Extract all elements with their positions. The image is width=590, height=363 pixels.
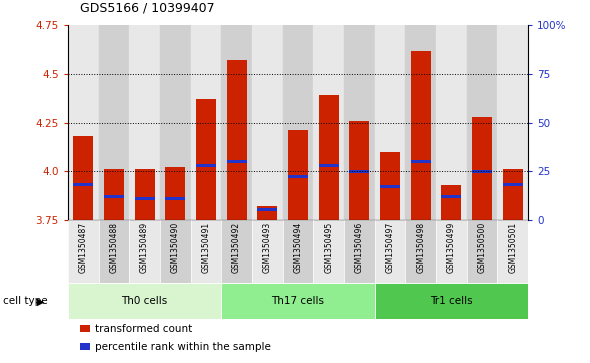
Bar [467,220,497,283]
Bar [288,175,308,179]
Bar [99,25,129,220]
Text: GSM1350495: GSM1350495 [324,221,333,273]
Text: ▶: ▶ [37,296,44,306]
Text: GSM1350487: GSM1350487 [78,221,88,273]
Bar [135,169,155,220]
Bar [436,220,467,283]
Bar [497,25,528,220]
Bar [160,220,191,283]
Text: GSM1350493: GSM1350493 [263,221,272,273]
Bar [191,25,221,220]
Bar [252,25,283,220]
Bar [411,160,431,163]
Bar [68,25,99,220]
Bar [135,197,155,200]
Bar [313,220,344,283]
Bar [288,130,308,220]
Bar [165,167,185,220]
Bar [344,25,375,220]
Bar [503,169,523,220]
Bar [283,220,313,283]
Bar [467,25,497,220]
Bar [257,206,277,220]
Bar [349,170,369,173]
Bar [73,136,93,220]
Bar [472,117,492,220]
Bar [375,283,528,319]
Text: GSM1350488: GSM1350488 [109,221,119,273]
Bar [191,220,221,283]
Bar [380,152,400,220]
Bar [375,220,405,283]
Bar [257,208,277,212]
Bar [441,185,461,220]
Text: GSM1350494: GSM1350494 [293,221,303,273]
Bar [436,25,467,220]
Text: Th17 cells: Th17 cells [271,296,325,306]
Bar [221,220,252,283]
Text: percentile rank within the sample: percentile rank within the sample [95,342,271,352]
Bar [344,220,375,283]
Bar [227,160,247,163]
Text: GSM1350501: GSM1350501 [508,221,517,273]
Bar [165,197,185,200]
Text: GSM1350498: GSM1350498 [416,221,425,273]
Bar [99,220,129,283]
Text: GSM1350497: GSM1350497 [385,221,395,273]
Text: GSM1350492: GSM1350492 [232,221,241,273]
Bar [196,99,216,220]
Bar [104,169,124,220]
Text: GSM1350500: GSM1350500 [477,221,487,273]
Text: GSM1350490: GSM1350490 [171,221,180,273]
Bar [68,283,221,319]
Bar [375,25,405,220]
Bar [252,220,283,283]
Bar [104,195,124,198]
Bar [68,220,99,283]
Text: GSM1350489: GSM1350489 [140,221,149,273]
Bar [405,220,436,283]
Bar [73,183,93,186]
Bar [129,25,160,220]
Bar [129,220,160,283]
Bar [405,25,436,220]
Bar [160,25,191,220]
Bar [221,283,375,319]
Bar [319,95,339,220]
Text: GSM1350496: GSM1350496 [355,221,364,273]
Bar [283,25,313,220]
Bar [441,195,461,198]
Bar [503,183,523,186]
Text: cell type: cell type [3,296,48,306]
Text: GDS5166 / 10399407: GDS5166 / 10399407 [80,1,214,15]
Text: transformed count: transformed count [95,323,192,334]
Text: Tr1 cells: Tr1 cells [430,296,473,306]
Bar [313,25,344,220]
Bar [196,164,216,167]
Bar [221,25,252,220]
Bar [380,185,400,188]
Text: GSM1350491: GSM1350491 [201,221,211,273]
Text: Th0 cells: Th0 cells [122,296,168,306]
Bar [411,51,431,220]
Bar [227,60,247,220]
Bar [349,121,369,220]
Text: GSM1350499: GSM1350499 [447,221,456,273]
Bar [497,220,528,283]
Bar [319,164,339,167]
Bar [472,170,492,173]
